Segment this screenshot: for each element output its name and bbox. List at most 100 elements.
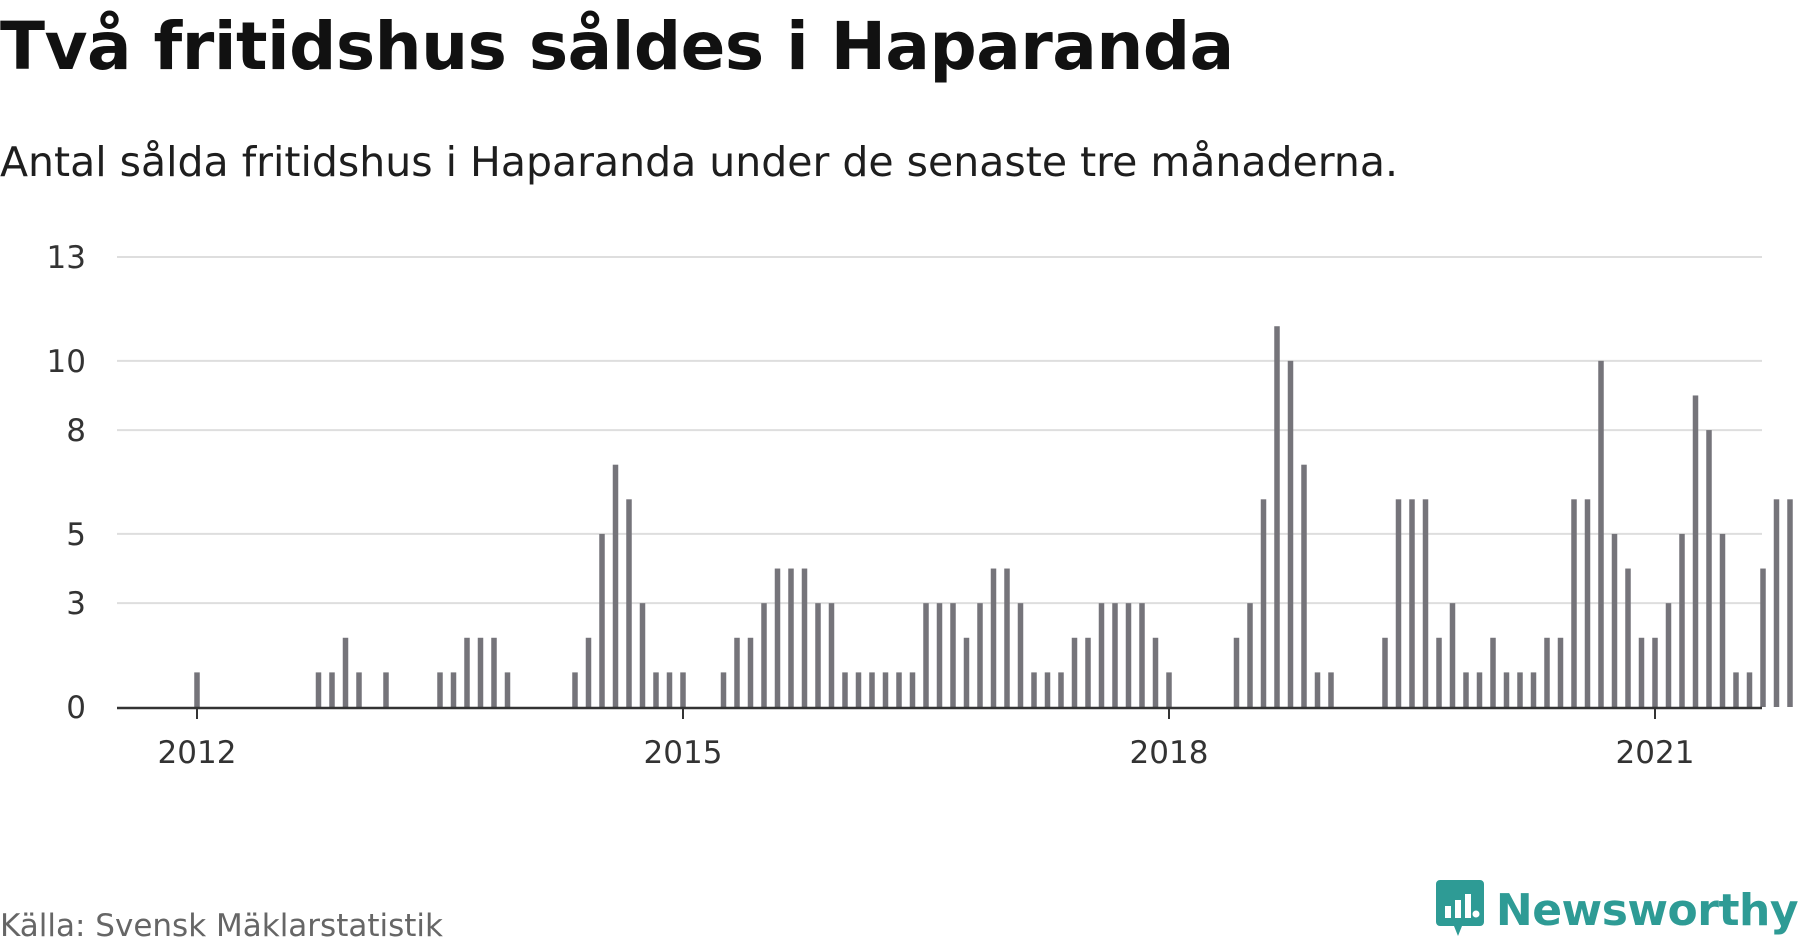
bar bbox=[720, 672, 727, 707]
bar bbox=[1638, 637, 1645, 707]
bar bbox=[1773, 499, 1780, 707]
bar bbox=[315, 672, 322, 707]
bar bbox=[1152, 637, 1159, 707]
bar bbox=[1301, 464, 1307, 707]
bar bbox=[1490, 637, 1496, 707]
bar bbox=[896, 672, 902, 707]
bar bbox=[909, 672, 916, 707]
bar bbox=[1409, 499, 1415, 707]
bar bbox=[882, 672, 889, 707]
bar bbox=[761, 603, 767, 707]
page-title: Två fritidshus såldes i Haparanda bbox=[0, 8, 1234, 85]
bar bbox=[1611, 533, 1618, 707]
bar bbox=[639, 603, 646, 707]
y-tick-label: 0 bbox=[66, 690, 86, 726]
bar bbox=[1503, 672, 1510, 707]
bar bbox=[923, 603, 929, 707]
bar bbox=[599, 533, 605, 707]
bar bbox=[1557, 637, 1564, 707]
bar bbox=[1085, 637, 1091, 707]
newsworthy-logo-icon bbox=[1435, 880, 1484, 936]
bar bbox=[653, 672, 659, 707]
bar bbox=[1004, 568, 1010, 707]
y-tick-label: 10 bbox=[47, 344, 86, 380]
bar bbox=[747, 637, 754, 707]
bar bbox=[612, 464, 619, 707]
y-tick-label: 5 bbox=[66, 517, 86, 553]
bar bbox=[1463, 672, 1469, 707]
bar bbox=[194, 672, 200, 707]
bar bbox=[1166, 672, 1172, 707]
bar bbox=[437, 672, 443, 707]
bar bbox=[1422, 499, 1429, 707]
bar bbox=[342, 637, 349, 707]
bar bbox=[1746, 672, 1753, 707]
bar bbox=[1598, 360, 1604, 707]
bar bbox=[504, 672, 511, 707]
bar bbox=[1665, 603, 1672, 707]
bar bbox=[1112, 603, 1118, 707]
bar bbox=[572, 672, 578, 707]
x-axis-ticks: 20122015201820212023 bbox=[158, 709, 1695, 770]
bar bbox=[329, 672, 335, 707]
y-axis-ticks: 0 3 5 8 10 13 bbox=[47, 240, 86, 726]
bar bbox=[1031, 672, 1037, 707]
bar bbox=[936, 603, 943, 707]
bar bbox=[801, 568, 808, 707]
bar bbox=[1476, 672, 1483, 707]
y-tick-label: 8 bbox=[66, 413, 86, 449]
bar bbox=[1058, 672, 1064, 707]
bar bbox=[450, 672, 457, 707]
bar bbox=[815, 603, 821, 707]
bar bbox=[1625, 568, 1631, 707]
bar bbox=[464, 637, 470, 707]
bar bbox=[1719, 533, 1726, 707]
x-tick-label: 2021 bbox=[1616, 735, 1695, 770]
bar bbox=[1530, 672, 1537, 707]
x-tick-label: 2012 bbox=[158, 735, 237, 770]
bar bbox=[1544, 637, 1550, 707]
bar bbox=[1260, 499, 1267, 707]
bar bbox=[1787, 499, 1793, 707]
bar bbox=[1449, 603, 1456, 707]
bar bbox=[1517, 672, 1523, 707]
bar bbox=[491, 637, 497, 707]
bar bbox=[1098, 603, 1105, 707]
bar bbox=[1652, 637, 1658, 707]
bar bbox=[1314, 672, 1321, 707]
bar bbox=[585, 637, 592, 707]
bar bbox=[1760, 568, 1766, 707]
bar bbox=[828, 603, 835, 707]
bar bbox=[383, 672, 389, 707]
bar bbox=[1436, 637, 1442, 707]
bar bbox=[869, 672, 875, 707]
bar bbox=[977, 603, 983, 707]
bar bbox=[1571, 499, 1577, 707]
bar bbox=[1274, 326, 1280, 707]
bar bbox=[666, 672, 673, 707]
x-tick-label: 2015 bbox=[644, 735, 723, 770]
bar bbox=[1382, 637, 1388, 707]
bar bbox=[1233, 637, 1240, 707]
gridlines bbox=[117, 256, 1762, 605]
bar bbox=[1017, 603, 1024, 707]
bar bbox=[1247, 603, 1253, 707]
bar bbox=[1328, 672, 1334, 707]
bar bbox=[680, 672, 686, 707]
bar bbox=[842, 672, 848, 707]
source-note: Källa: Svensk Mäklarstatistik bbox=[0, 908, 443, 944]
bar bbox=[1287, 360, 1294, 707]
bars bbox=[194, 326, 1793, 707]
bar bbox=[1139, 603, 1145, 707]
y-tick-label: 13 bbox=[47, 240, 86, 276]
bar bbox=[1071, 637, 1078, 707]
bar bbox=[788, 568, 794, 707]
bar bbox=[1706, 430, 1712, 707]
bar bbox=[774, 568, 781, 707]
bar bbox=[1395, 499, 1402, 707]
newsworthy-logo: Newsworthy bbox=[1435, 880, 1799, 940]
bar bbox=[734, 637, 740, 707]
bar bbox=[356, 672, 362, 707]
bar bbox=[855, 672, 862, 707]
